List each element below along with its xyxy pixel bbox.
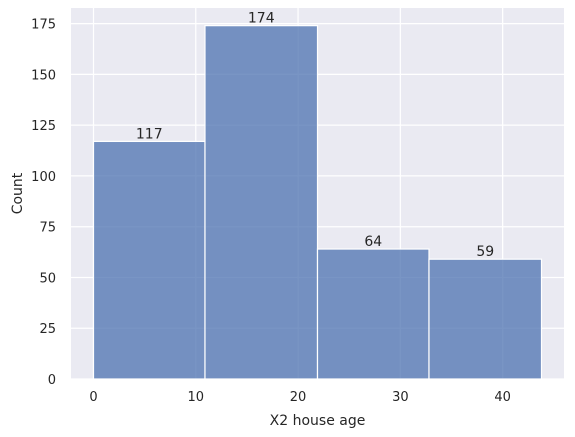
histogram-bar-1: [92, 140, 206, 380]
bar-value-label-3: 64: [364, 234, 382, 250]
x-tick-label: 20: [290, 390, 307, 405]
x-tick-label: 40: [494, 390, 511, 405]
x-axis-ticks: 0 10 20 30 40: [89, 390, 511, 405]
x-tick-label: 30: [392, 390, 409, 405]
y-tick-label: 75: [39, 221, 56, 236]
y-tick-label: 50: [39, 271, 56, 286]
y-tick-label: 175: [31, 18, 56, 33]
x-tick-label: 0: [89, 390, 97, 405]
histogram-bar-4: [428, 258, 543, 380]
y-tick-label: 25: [39, 322, 56, 337]
y-tick-label: 125: [31, 119, 56, 134]
y-axis-title: Count: [10, 172, 26, 214]
bar-value-label-4: 59: [476, 244, 494, 260]
histogram-bar-3: [316, 248, 430, 380]
y-tick-label: 100: [31, 170, 56, 185]
bar-labels: 117 174 64 59: [136, 11, 494, 261]
bars: [92, 25, 543, 380]
y-tick-label: 150: [31, 68, 56, 83]
bar-value-label-2: 174: [248, 11, 275, 27]
y-axis-ticks: 0 25 50 75 100 125 150 175: [31, 18, 56, 388]
x-axis-title: X2 house age: [270, 413, 366, 429]
histogram-bar-2: [204, 25, 319, 380]
bar-value-label-1: 117: [136, 126, 163, 142]
y-tick-label: 0: [48, 373, 56, 388]
x-tick-label: 10: [188, 390, 205, 405]
